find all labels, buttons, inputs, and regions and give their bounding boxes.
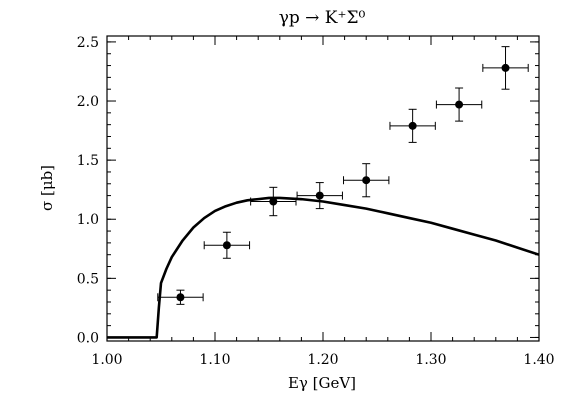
- data-point: [222, 241, 231, 250]
- y-tick-label: 0.0: [77, 330, 99, 346]
- y-axis-label: σ [μb]: [38, 165, 56, 211]
- y-tick-label: 2.5: [77, 35, 99, 51]
- y-tick-label: 2.0: [77, 94, 99, 110]
- x-tick-label: 1.10: [199, 352, 230, 368]
- data-point: [315, 191, 324, 200]
- y-tick-label: 0.5: [77, 271, 99, 287]
- data-point: [408, 121, 417, 130]
- data-points-layer: [157, 46, 529, 305]
- x-tick-label: 1.30: [415, 352, 446, 368]
- x-tick-label: 1.20: [307, 352, 338, 368]
- theory-curve: [107, 196, 540, 339]
- data-point: [501, 63, 510, 72]
- y-tick-label: 1.0: [77, 212, 99, 228]
- x-tick-label: 1.40: [523, 352, 554, 368]
- x-axis-label: Eγ [GeV]: [288, 374, 356, 392]
- x-tick-labels: 1.00 1.10 1.20 1.30 1.40: [91, 352, 554, 368]
- y-tick-label: 1.5: [77, 153, 99, 169]
- y-tick-labels: 0.0 0.5 1.0 1.5 2.0 2.5: [77, 35, 99, 347]
- data-point: [362, 176, 371, 185]
- plot-frame: [106, 35, 540, 342]
- theory-curve-layer: [107, 196, 540, 339]
- data-point: [455, 100, 464, 109]
- data-point: [176, 293, 185, 302]
- chart-title: γp → K⁺Σ⁰: [279, 8, 366, 28]
- axis-ticks: [106, 36, 540, 341]
- data-point: [269, 197, 278, 206]
- x-tick-label: 1.00: [91, 352, 122, 368]
